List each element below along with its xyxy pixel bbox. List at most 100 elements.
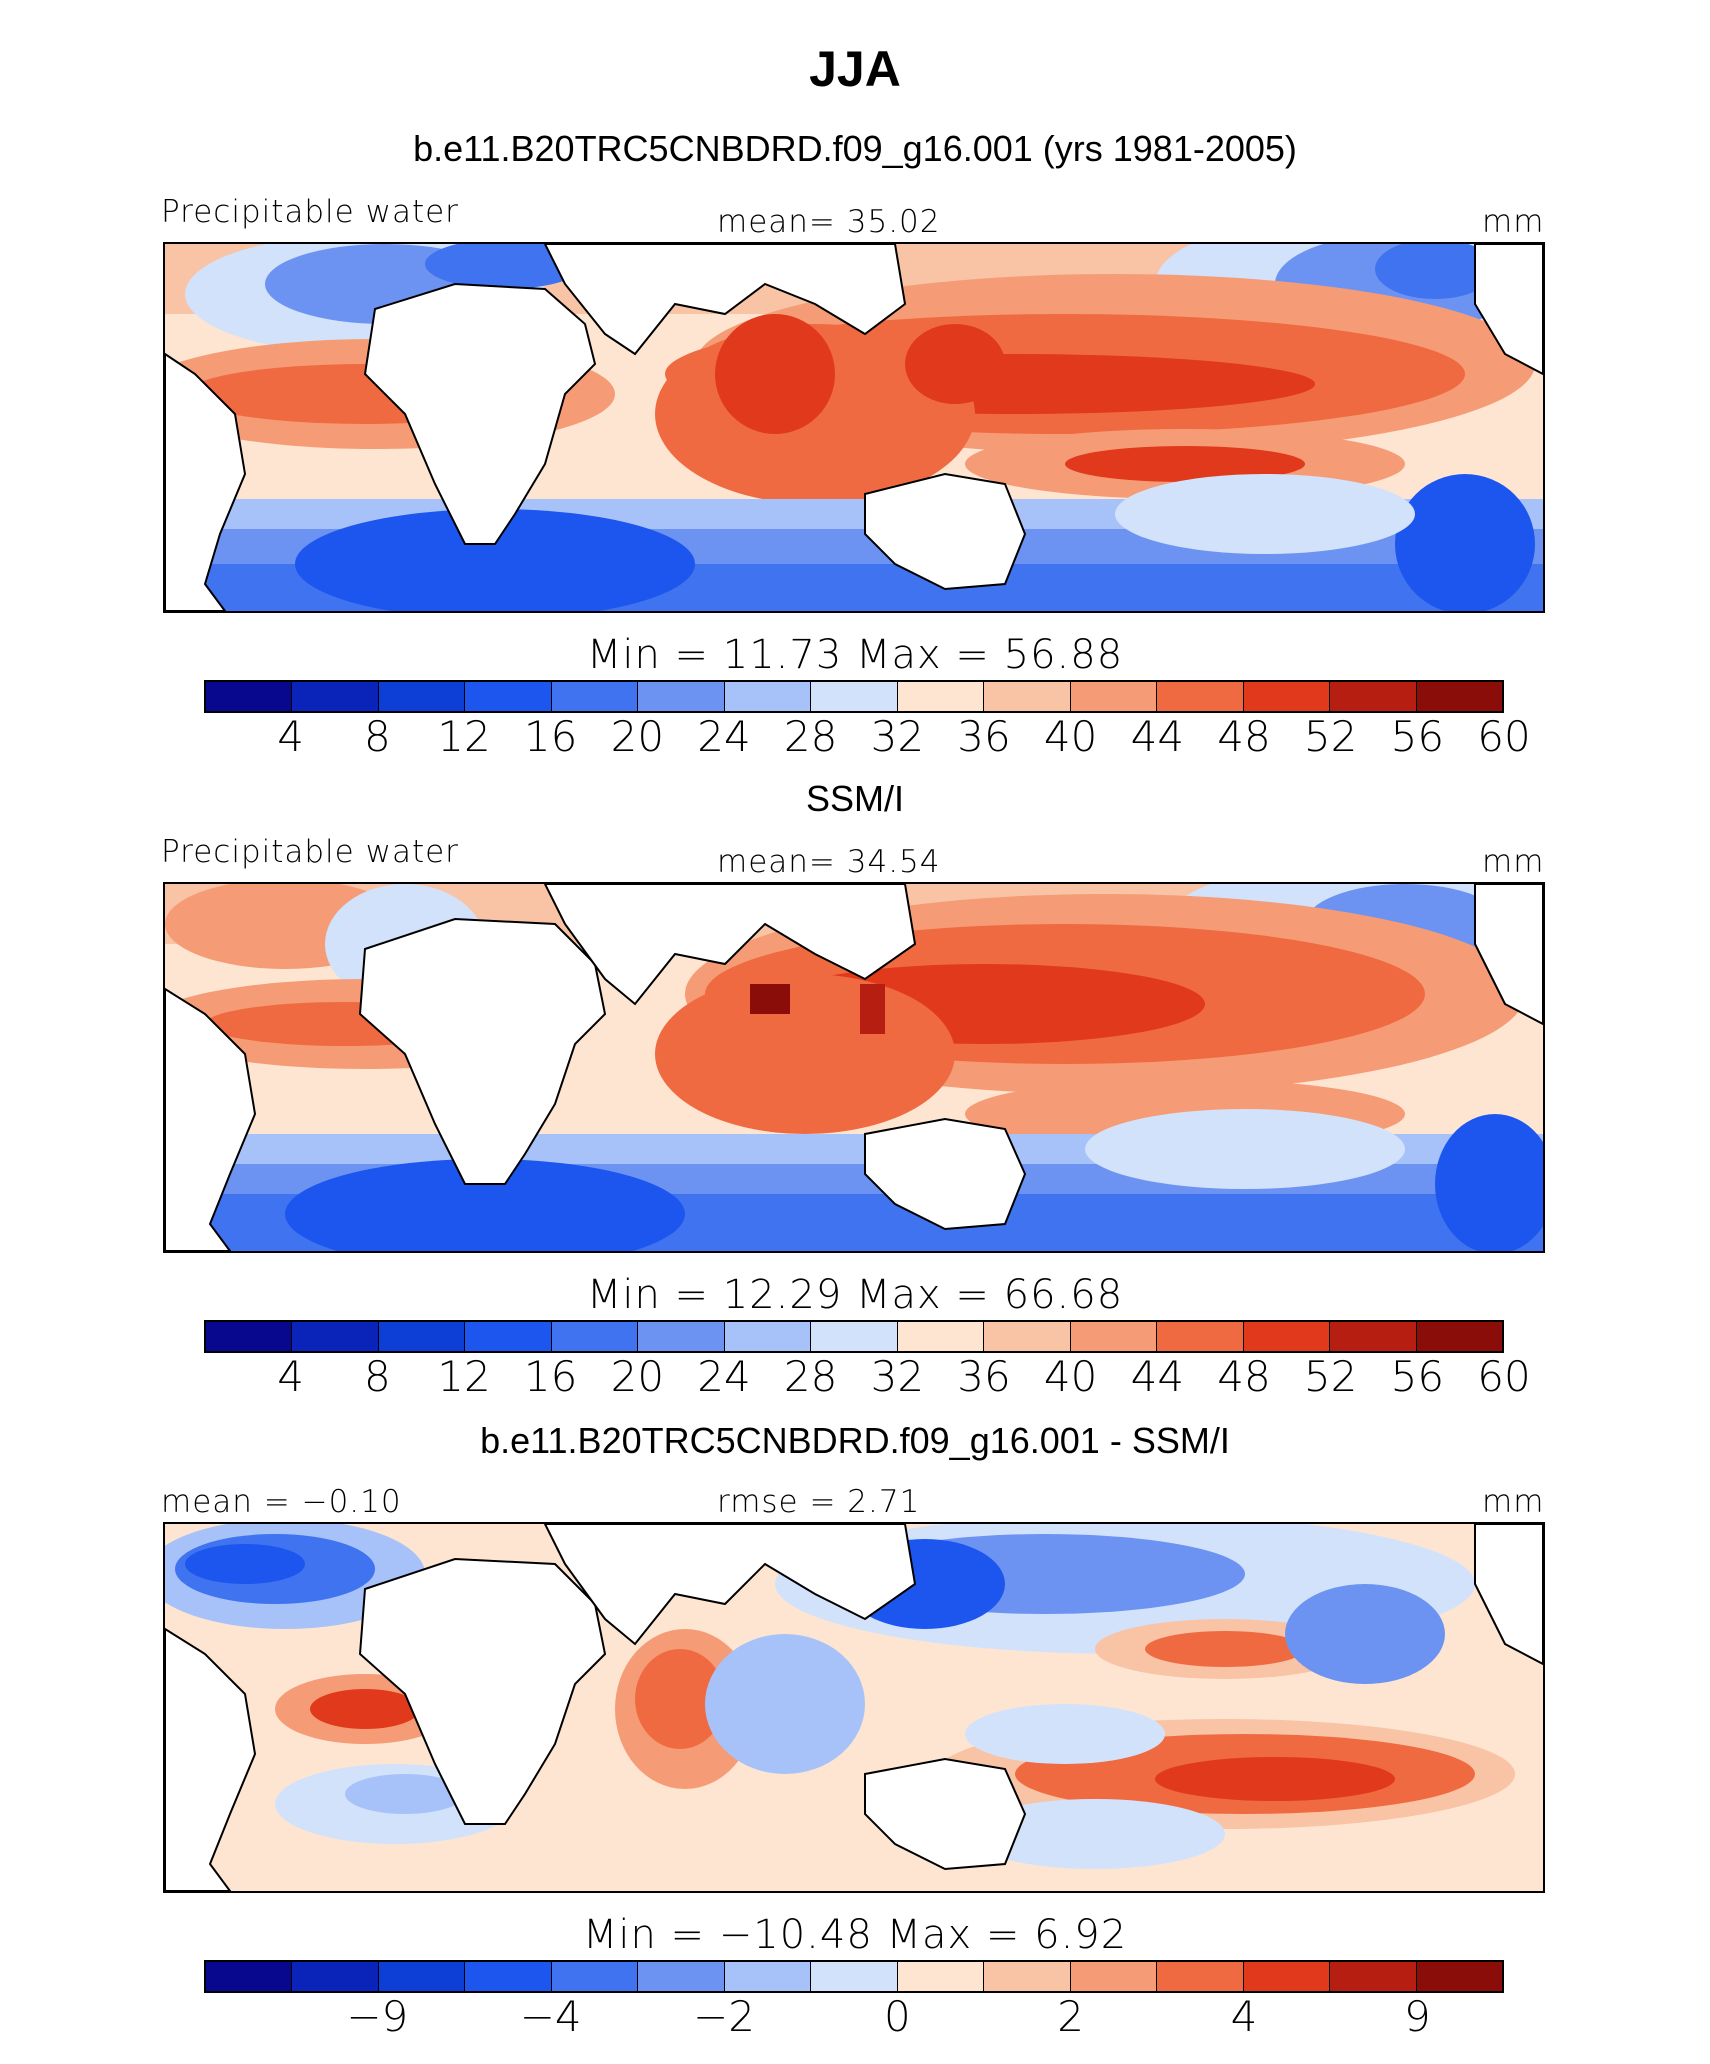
colorbar-tick-label: 44	[1130, 712, 1185, 761]
colorbar-swatch	[1157, 1962, 1244, 1991]
colorbar-tick-label: 8	[363, 712, 391, 761]
diff-minmax: Min = −10.48 Max = 6.92	[582, 1912, 1128, 1958]
colorbar-tick-label: 4	[1230, 1992, 1258, 2041]
colorbar-swatch	[897, 1322, 985, 1351]
colorbar-swatch	[984, 682, 1071, 711]
colorbar-swatch	[292, 1962, 379, 1991]
colorbar-tick-label: 48	[1217, 712, 1271, 761]
colorbar-swatch	[638, 1322, 725, 1351]
colorbar-tick-label: 32	[870, 712, 925, 761]
colorbar-tick-label: 2	[1057, 1992, 1085, 2041]
colorbar-swatch	[638, 1962, 725, 1991]
colorbar-swatch	[1330, 682, 1417, 711]
colorbar-swatch	[984, 1962, 1071, 1991]
colorbar-swatch	[1416, 682, 1503, 711]
colorbar-swatch	[1243, 1322, 1331, 1351]
colorbar-swatch	[206, 1322, 293, 1351]
colorbar-swatch	[1070, 1322, 1158, 1351]
colorbar-swatch	[378, 682, 466, 711]
colorbar-swatch	[378, 1962, 466, 1991]
colorbar-tick-label: 28	[783, 712, 838, 761]
obs-minmax: Min = 12.29 Max = 66.68	[586, 1272, 1124, 1318]
colorbar-swatch	[811, 1322, 898, 1351]
model-units-label: mm	[1482, 204, 1545, 240]
obs-colorbar-ticks: 4 8 12 16 20 24 28 32 36 40 44 48 52 56 60	[204, 1352, 1530, 1402]
diff-colorbar-ticks: −9 −4 −2 0 2 4 9	[204, 1992, 1504, 2042]
colorbar-swatch	[724, 1322, 812, 1351]
colorbar-swatch	[1330, 1962, 1417, 1991]
diff-mean-label: mean = −0.10	[161, 1484, 402, 1520]
obs-variable-label: Precipitable water	[161, 834, 459, 870]
colorbar-swatch	[1070, 682, 1158, 711]
colorbar-swatch	[551, 682, 639, 711]
model-panel-heading: b.e11.B20TRC5CNBDRD.f09_g16.001 (yrs 198…	[413, 128, 1297, 169]
colorbar-swatch	[206, 682, 293, 711]
obs-map	[163, 882, 1545, 1253]
colorbar-swatch	[897, 682, 985, 711]
colorbar-tick-label: 40	[1043, 712, 1098, 761]
obs-colorbar	[204, 1320, 1504, 1353]
model-mean-label: mean= 35.02	[717, 204, 941, 240]
colorbar-tick-label: −4	[519, 1992, 582, 2041]
colorbar-tick-label: 36	[957, 1352, 1011, 1401]
colorbar-tick-label: 60	[1477, 1352, 1531, 1401]
colorbar-swatch	[811, 682, 898, 711]
colorbar-tick-label: −2	[693, 1992, 755, 2041]
colorbar-swatch	[551, 1962, 639, 1991]
colorbar-swatch	[1330, 1322, 1417, 1351]
colorbar-swatch	[206, 1962, 293, 1991]
diff-rmse-label: rmse = 2.71	[717, 1484, 921, 1520]
colorbar-swatch	[465, 1962, 552, 1991]
colorbar-swatch	[292, 682, 379, 711]
colorbar-swatch	[811, 1962, 898, 1991]
colorbar-tick-label: 4	[277, 1352, 305, 1401]
model-variable-label: Precipitable water	[161, 194, 459, 230]
colorbar-tick-label: 0	[883, 1992, 911, 2041]
colorbar-swatch	[638, 682, 725, 711]
colorbar-tick-label: 9	[1403, 1992, 1431, 2041]
colorbar-tick-label: 4	[277, 712, 305, 761]
model-map	[163, 242, 1545, 613]
colorbar-swatch	[984, 1322, 1071, 1351]
colorbar-tick-label: 52	[1303, 1352, 1358, 1401]
colorbar-tick-label: 24	[697, 712, 751, 761]
colorbar-tick-label: −9	[346, 1992, 409, 2041]
obs-units-label: mm	[1482, 844, 1545, 880]
colorbar-tick-label: 60	[1477, 712, 1531, 761]
colorbar-tick-label: 48	[1217, 1352, 1271, 1401]
colorbar-tick-label: 8	[363, 1352, 391, 1401]
colorbar-swatch	[465, 1322, 552, 1351]
colorbar-swatch	[292, 1322, 379, 1351]
colorbar-tick-label: 16	[523, 1352, 578, 1401]
colorbar-swatch	[465, 682, 552, 711]
model-minmax: Min = 11.73 Max = 56.88	[586, 632, 1124, 678]
colorbar-tick-label: 56	[1390, 1352, 1445, 1401]
colorbar-swatch	[1243, 1962, 1331, 1991]
colorbar-swatch	[1157, 682, 1244, 711]
colorbar-swatch	[551, 1322, 639, 1351]
diff-panel-heading: b.e11.B20TRC5CNBDRD.f09_g16.001 - SSM/I	[480, 1420, 1230, 1461]
diff-colorbar	[204, 1960, 1504, 1993]
colorbar-swatch	[1243, 682, 1331, 711]
colorbar-tick-label: 40	[1043, 1352, 1098, 1401]
colorbar-tick-label: 16	[523, 712, 578, 761]
colorbar-tick-label: 20	[610, 712, 665, 761]
colorbar-tick-label: 12	[437, 712, 491, 761]
model-colorbar-ticks: 4 8 12 16 20 24 28 32 36 40 44 48 52 56 60	[204, 712, 1530, 762]
colorbar-tick-label: 28	[783, 1352, 838, 1401]
colorbar-tick-label: 36	[957, 712, 1011, 761]
colorbar-tick-label: 44	[1130, 1352, 1185, 1401]
colorbar-swatch	[897, 1962, 985, 1991]
colorbar-swatch	[1157, 1322, 1244, 1351]
colorbar-tick-label: 24	[697, 1352, 751, 1401]
colorbar-tick-label: 12	[437, 1352, 491, 1401]
colorbar-swatch	[378, 1322, 466, 1351]
colorbar-tick-label: 56	[1390, 712, 1445, 761]
colorbar-swatch	[1070, 1962, 1158, 1991]
obs-panel-heading: SSM/I	[805, 778, 904, 819]
colorbar-tick-label: 20	[610, 1352, 665, 1401]
diff-map	[163, 1522, 1545, 1893]
colorbar-swatch	[724, 1962, 812, 1991]
colorbar-tick-label: 32	[870, 1352, 925, 1401]
colorbar-swatch	[1416, 1322, 1503, 1351]
